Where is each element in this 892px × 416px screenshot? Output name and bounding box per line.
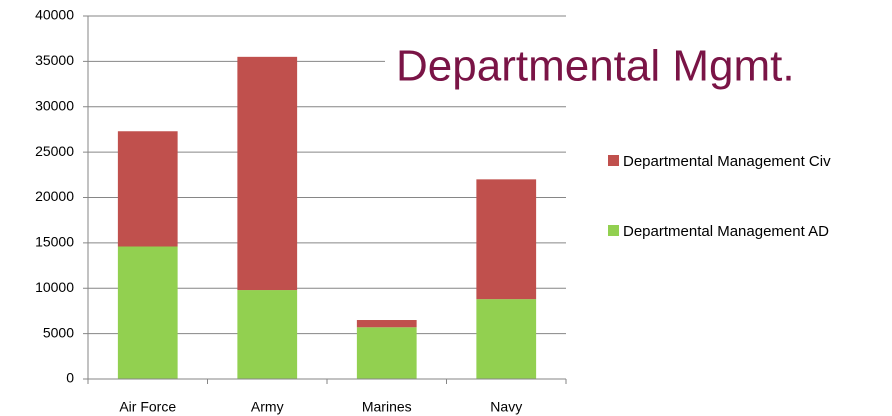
y-tick-label: 10000 <box>35 279 74 295</box>
x-tick-label: Marines <box>362 399 412 415</box>
y-tick-label: 15000 <box>35 234 74 250</box>
legend-swatch <box>608 225 619 236</box>
bar <box>117 246 178 379</box>
bar <box>356 320 417 328</box>
bar <box>237 290 298 379</box>
bar <box>476 299 537 379</box>
legend-swatch <box>608 155 619 166</box>
y-tick-label: 20000 <box>35 188 74 204</box>
y-tick-label: 5000 <box>43 324 74 340</box>
y-tick-label: 30000 <box>35 97 74 113</box>
bar <box>237 56 298 291</box>
bar <box>476 179 537 300</box>
title-background <box>385 36 885 102</box>
y-tick-label: 0 <box>66 370 74 386</box>
x-tick-label: Army <box>251 399 284 415</box>
legend-item: Departmental Management AD <box>608 220 878 244</box>
x-tick-label: Air Force <box>119 399 176 415</box>
legend-item: Departmental Management Civ <box>608 150 878 174</box>
legend-label: Departmental Management AD <box>623 223 829 240</box>
bar <box>356 327 417 379</box>
x-tick-label: Navy <box>490 399 522 415</box>
legend-label: Departmental Management Civ <box>623 153 831 170</box>
chart-title: Departmental Mgmt. <box>396 42 795 91</box>
y-tick-label: 35000 <box>35 52 74 68</box>
bar <box>117 131 178 247</box>
y-tick-label: 40000 <box>35 7 74 23</box>
y-tick-label: 25000 <box>35 143 74 159</box>
